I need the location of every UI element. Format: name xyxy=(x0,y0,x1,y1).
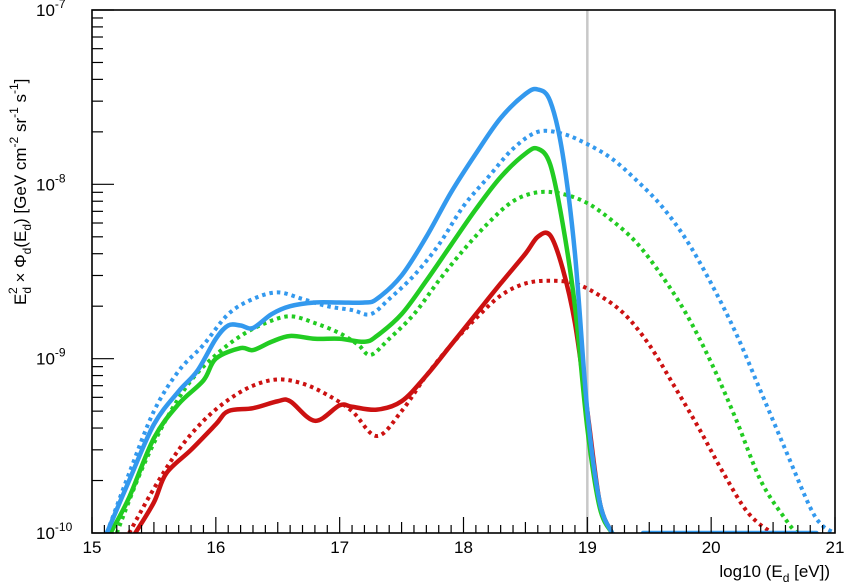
y-tick-label: 10-10 xyxy=(36,520,73,543)
series-line-0-solid xyxy=(104,86,615,533)
x-tick-label: 21 xyxy=(826,538,845,557)
x-tick-label: 19 xyxy=(578,538,597,557)
tick-layer: 15 16 17 18 19 20 21 10-10 10-9 10-8 10-7 xyxy=(36,0,844,557)
series-line-6-dotted xyxy=(127,278,786,533)
series-layer xyxy=(104,10,835,533)
plot-frame xyxy=(91,9,836,534)
series-line-3-solid xyxy=(108,145,615,533)
x-tick-label: 18 xyxy=(454,538,473,557)
series-line-5-solid xyxy=(133,230,615,533)
y-tick-label: 10-8 xyxy=(36,171,66,194)
y-tick-label: 10-7 xyxy=(36,0,66,20)
y-axis-title: Ed2 × Φd(Ed) [GeV cm-2 sr-1 s-1] xyxy=(6,79,34,305)
y-tick-label: 10-9 xyxy=(36,346,66,369)
x-axis-title: log10 (Ed [eV]) xyxy=(719,562,830,585)
series-line-4-dotted xyxy=(114,189,811,533)
x-tick-label: 20 xyxy=(702,538,721,557)
x-tick-label: 17 xyxy=(330,538,349,557)
x-tick-label: 15 xyxy=(83,538,102,557)
series-line-2-dotted xyxy=(104,128,835,533)
x-tick-label: 16 xyxy=(206,538,225,557)
